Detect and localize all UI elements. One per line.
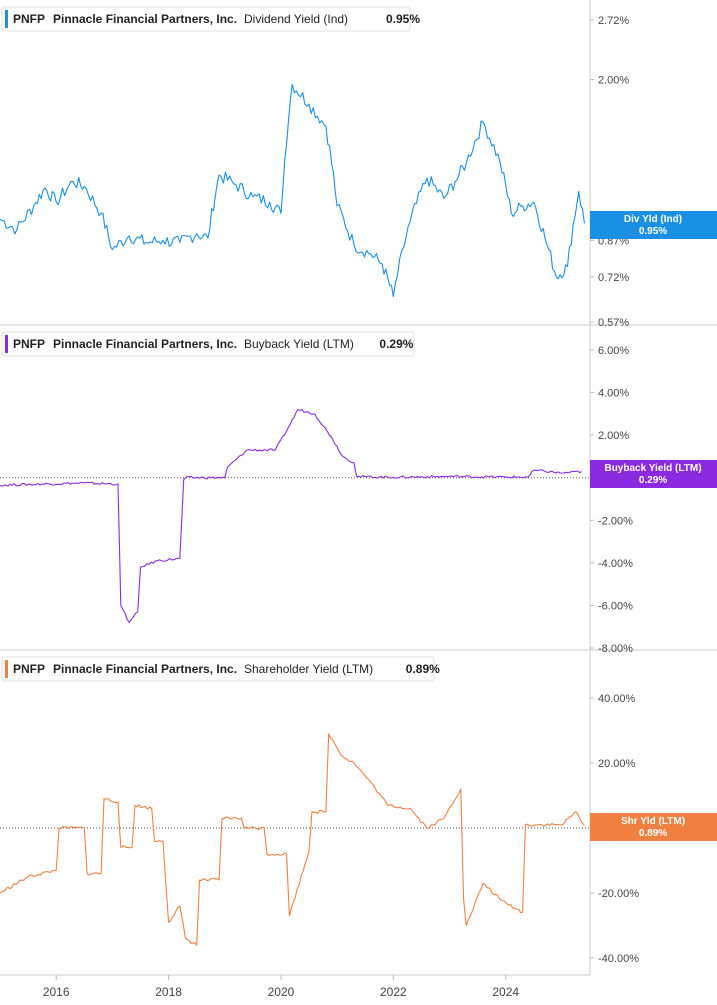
series-color-marker xyxy=(5,660,8,678)
panel-1: 2.72%2.00%0.87%0.72%0.57%PNFP Pinnacle Fi… xyxy=(0,6,717,329)
header-box xyxy=(1,6,411,32)
value-tag-box xyxy=(590,211,717,239)
series-line-1 xyxy=(0,83,585,298)
y-tick-label: 2.72% xyxy=(598,15,629,27)
x-tick-label: 2016 xyxy=(43,985,70,999)
series-line-2 xyxy=(0,409,582,624)
value-tag-value: 0.89% xyxy=(639,828,667,839)
metric-label: Shareholder Yield (LTM) xyxy=(244,662,373,676)
y-tick-label: 6.00% xyxy=(598,345,629,357)
metric-value: 0.29% xyxy=(379,337,413,351)
ticker-label: PNFP xyxy=(13,662,45,676)
x-tick-label: 2020 xyxy=(268,985,295,999)
ticker-label: PNFP xyxy=(13,337,45,351)
value-tag-box xyxy=(590,813,717,841)
y-tick-label: -6.00% xyxy=(598,600,633,612)
panel-header: PNFP Pinnacle Financial Partners, Inc. Sha… xyxy=(1,656,440,682)
y-tick-label: -4.00% xyxy=(598,558,633,570)
value-tag-value: 0.95% xyxy=(639,226,667,237)
panel-2: 6.00%4.00%2.00%0.00%-2.00%-4.00%-6.00%-8… xyxy=(0,331,717,655)
ticker-label: PNFP xyxy=(13,12,45,26)
metric-value: 0.89% xyxy=(406,662,440,676)
y-tick-label: 20.00% xyxy=(598,758,636,770)
series-color-marker xyxy=(5,335,8,353)
y-tick-label: 4.00% xyxy=(598,388,629,400)
x-tick-label: 2022 xyxy=(380,985,407,999)
company-name: Pinnacle Financial Partners, Inc. xyxy=(53,12,237,26)
value-tag: Shr Yld (LTM)0.89% xyxy=(590,813,717,841)
value-tag-label: Div Yld (Ind) xyxy=(624,214,682,225)
value-tag-label: Buyback Yield (LTM) xyxy=(604,463,701,474)
y-tick-label: -8.00% xyxy=(598,643,633,655)
panel-header: PNFP Pinnacle Financial Partners, Inc. Div… xyxy=(1,6,420,32)
y-tick-label: -20.00% xyxy=(598,888,639,900)
x-tick-label: 2024 xyxy=(492,985,519,999)
value-tag: Buyback Yield (LTM)0.29% xyxy=(590,460,717,488)
y-tick-label: 2.00% xyxy=(598,430,629,442)
value-tag-box xyxy=(590,460,717,488)
x-tick-label: 2018 xyxy=(155,985,182,999)
metric-value: 0.95% xyxy=(386,12,420,26)
value-tag-value: 0.29% xyxy=(639,475,667,486)
panel-3: 40.00%20.00%0.00%-20.00%-40.00%PNFPPinna… xyxy=(0,656,717,965)
series-line-3 xyxy=(0,733,585,946)
panel-header: PNFP Pinnacle Financial Partners, Inc. Buy… xyxy=(1,331,415,357)
metric-label: Dividend Yield (Ind) xyxy=(244,12,348,26)
y-tick-label: 40.00% xyxy=(598,693,636,705)
y-tick-label: 0.57% xyxy=(598,317,629,329)
series-color-marker xyxy=(5,10,8,28)
value-tag-label: Shr Yld (LTM) xyxy=(621,816,685,827)
header-box xyxy=(1,656,435,682)
metric-label: Buyback Yield (LTM) xyxy=(244,337,354,351)
company-name: Pinnacle Financial Partners, Inc. xyxy=(53,337,237,351)
y-tick-label: 0.72% xyxy=(598,272,629,284)
company-name: Pinnacle Financial Partners, Inc. xyxy=(53,662,237,676)
value-tag: Div Yld (Ind)0.95% xyxy=(590,211,717,239)
y-tick-label: -40.00% xyxy=(598,953,639,965)
y-tick-label: 2.00% xyxy=(598,74,629,86)
header-box xyxy=(1,331,415,357)
y-tick-label: -2.00% xyxy=(598,515,633,527)
